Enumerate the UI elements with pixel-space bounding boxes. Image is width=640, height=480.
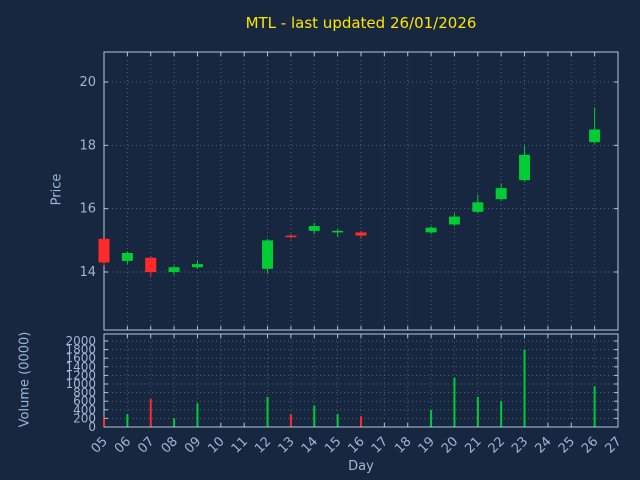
candle-body [285,235,297,238]
candle-body [262,240,274,269]
day-tick-label: 07 [135,434,157,456]
price-plot-border [103,51,619,331]
candle-body [519,154,531,181]
candle-body [448,216,460,225]
candle-body [425,227,437,233]
candlestick [448,213,460,227]
candle-body [308,226,320,231]
day-tick-label: 09 [182,434,204,456]
candle-body [121,253,133,261]
candlestick [168,265,180,276]
candle-body [589,129,601,143]
candle-body [145,257,157,272]
volume-tick-label: 0 [88,420,96,434]
volume-tick-label: 800 [73,386,96,400]
day-tick-label: 17 [369,434,391,456]
volume-tick-label: 1000 [65,377,96,391]
day-tick-label: 14 [299,434,321,456]
price-tick-label: 18 [79,138,96,153]
day-tick-label: 12 [252,434,274,456]
candle-body [495,188,507,200]
day-tick-label: 15 [322,434,344,456]
volume-tick-label: 1200 [65,368,96,382]
day-tick-label: 11 [229,434,251,456]
volume-tick-label: 1800 [65,343,96,357]
volume-tick-label: 400 [73,403,96,417]
day-axis-label: Day [348,459,374,474]
candlestick [589,107,601,144]
chart-title: MTL - last updated 26/01/2026 [245,14,477,32]
candlestick [332,229,344,238]
candlestick [98,238,110,266]
day-tick-label: 19 [416,434,438,456]
day-tick-label: 25 [556,434,578,456]
volume-tick-label: 1400 [65,360,96,374]
volume-bars [103,349,596,427]
candlestick [519,145,531,182]
day-tick-label: 24 [532,434,554,456]
tick-labels: 1416182002004006008001000120014001600180… [65,75,624,457]
candlestick [355,230,367,239]
day-tick-label: 08 [159,434,181,456]
volume-plot-border [103,333,619,428]
volume-tick-label: 600 [73,394,96,408]
day-tick-label: 05 [89,434,111,456]
candle-body [355,232,367,236]
day-tick-label: 27 [603,434,625,456]
grid-lines [103,52,619,428]
candle-body [472,202,484,212]
candlestick [472,194,484,214]
candles [98,107,601,277]
candlestick [191,260,203,269]
day-tick-label: 23 [509,434,531,456]
day-tick-label: 26 [579,434,601,456]
candle-body [168,267,180,272]
volume-tick-label: 1600 [65,351,96,365]
candle-body [98,238,110,263]
day-tick-label: 06 [112,434,134,456]
day-tick-label: 10 [205,434,227,456]
candlestick [121,251,133,265]
day-tick-label: 18 [392,434,414,456]
volume-axis-label: Volume (0000) [17,331,33,428]
day-tick-label: 13 [275,434,297,456]
candle-body [191,264,203,268]
candlestick [145,256,157,277]
day-tick-label: 16 [346,434,368,456]
candlestick [495,183,507,201]
candlestick [262,238,274,274]
candlestick [285,234,297,239]
day-tick-label: 21 [462,434,484,456]
price-axis-label: Price [49,173,65,206]
day-tick-label: 20 [439,434,461,456]
price-tick-label: 16 [79,202,96,217]
candle-body [332,230,344,233]
candlestick [425,226,437,234]
price-tick-label: 14 [79,265,96,280]
day-tick-label: 22 [486,434,508,456]
volume-tick-label: 2000 [65,334,96,348]
volume-tick-label: 200 [73,411,96,425]
price-tick-label: 20 [79,75,96,90]
candlestick [308,222,320,234]
